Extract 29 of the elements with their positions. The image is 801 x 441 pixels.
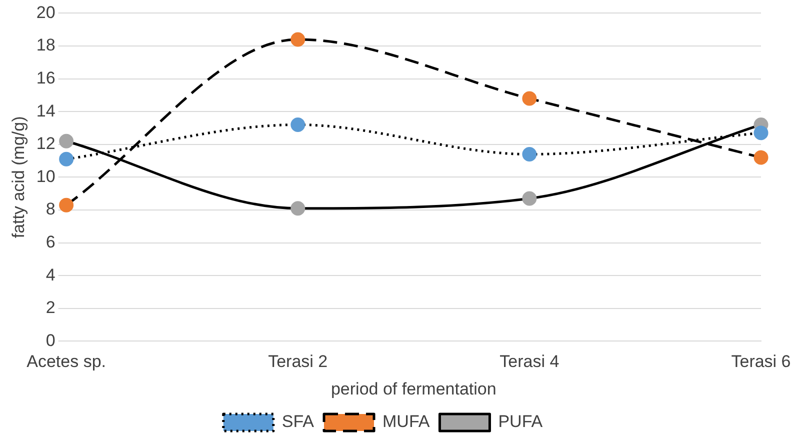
point: [522, 146, 537, 162]
x-axis-title: period of fermentation: [330, 379, 496, 398]
y-tick-label: 20: [36, 2, 56, 22]
point: [754, 150, 768, 165]
y-tick-label: 8: [46, 200, 56, 219]
x-tick-label: Terasi 6: [731, 352, 791, 372]
point: [522, 91, 537, 106]
point: [522, 191, 537, 206]
y-tick-label: 4: [46, 265, 56, 284]
y-tick-label: 0: [46, 330, 56, 350]
point: [59, 152, 74, 166]
y-tick-label: 14: [36, 101, 56, 120]
y-axis-title: fatty acid (mg/g): [8, 116, 28, 238]
legend-label: SFA: [282, 412, 315, 432]
y-tick-label: 12: [36, 134, 56, 154]
point: [754, 126, 768, 140]
y-tick-label: 10: [36, 166, 56, 186]
legend-label: PUFA: [498, 412, 544, 432]
point: [290, 117, 306, 132]
x-tick-label: Acetes sp.: [26, 352, 106, 372]
y-tick-label: 16: [36, 68, 56, 88]
y-tick-label: 6: [46, 232, 56, 252]
x-tick-label: Terasi 4: [500, 352, 560, 372]
legend-label: MUFA: [382, 412, 430, 432]
x-tick-label: Terasi 2: [268, 352, 328, 372]
y-tick-label: 2: [46, 298, 56, 318]
y-tick-label: 18: [36, 36, 56, 55]
point: [290, 201, 306, 216]
point: [290, 32, 306, 47]
